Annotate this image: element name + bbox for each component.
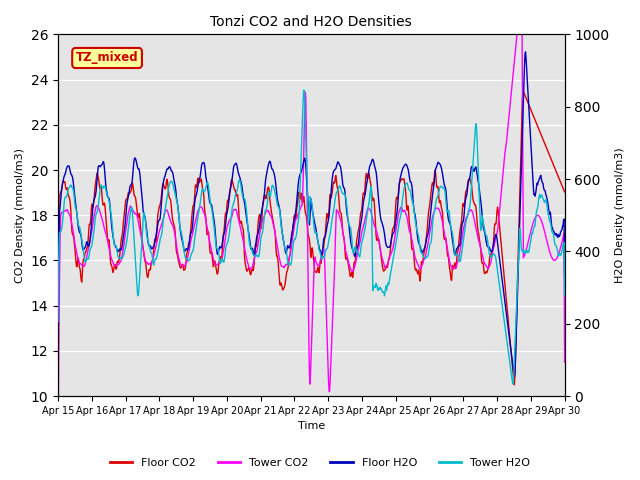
Y-axis label: H2O Density (mmol/m3): H2O Density (mmol/m3) [615, 147, 625, 283]
Title: Tonzi CO2 and H2O Densities: Tonzi CO2 and H2O Densities [211, 15, 412, 29]
X-axis label: Time: Time [298, 421, 325, 432]
Text: TZ_mixed: TZ_mixed [76, 51, 138, 64]
Legend: Floor CO2, Tower CO2, Floor H2O, Tower H2O: Floor CO2, Tower CO2, Floor H2O, Tower H… [105, 453, 535, 472]
Y-axis label: CO2 Density (mmol/m3): CO2 Density (mmol/m3) [15, 148, 25, 283]
